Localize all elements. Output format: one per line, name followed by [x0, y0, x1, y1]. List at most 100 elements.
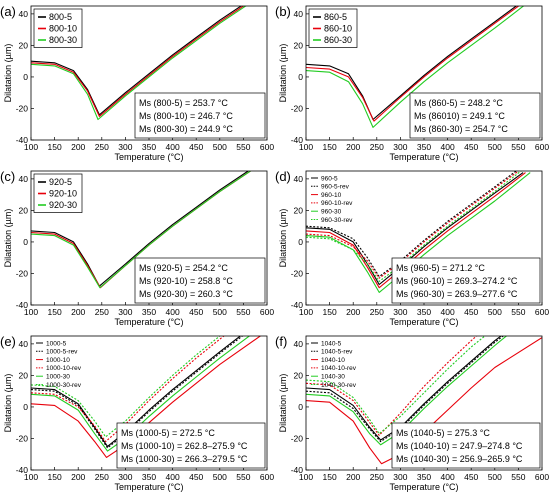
- legend-entry: 1000-5: [46, 340, 67, 347]
- y-tick-label: 0: [23, 402, 28, 412]
- series-line: [306, 336, 478, 436]
- y-tick-label: 20: [294, 205, 304, 215]
- series-line: [306, 171, 522, 282]
- x-tick-label: 500: [213, 472, 227, 482]
- legend-entry: 960-5: [321, 175, 338, 182]
- x-tick-label: 300: [118, 307, 132, 317]
- x-tick-label: 550: [236, 142, 250, 152]
- ms-annotation: Ms (800-30) = 244.9 °C: [139, 124, 233, 134]
- y-axis-label: Dilatation (µm): [3, 209, 13, 268]
- x-tick-label: 250: [95, 472, 109, 482]
- x-tick-label: 400: [441, 142, 455, 152]
- panel-label: (d): [275, 169, 291, 184]
- y-axis-label: Dilatation (µm): [278, 209, 288, 268]
- x-axis-label: Temperature (°C): [114, 317, 183, 327]
- x-tick-label: 200: [71, 142, 85, 152]
- ms-annotation-box: [134, 92, 266, 139]
- panel-6: (f)100 150 200 250 300 350 400 450 500 550 600-40-…: [275, 334, 549, 492]
- ms-annotation: Ms (1000-30) = 266.3–279.5 °C: [121, 454, 248, 464]
- series-line: [306, 6, 518, 121]
- x-tick-label: 600: [260, 472, 274, 482]
- y-tick-label: -40: [291, 465, 304, 475]
- legend-entry: 1040-5-rev: [321, 349, 353, 356]
- panel-2: (b)100 150 200 250 300 350 400 450 500 550 600-40-…: [275, 4, 549, 162]
- ms-annotation: Ms (960-5) = 271.2 °C: [396, 263, 485, 273]
- legend-entry: 920-10: [49, 189, 77, 199]
- x-tick-label: 150: [48, 307, 62, 317]
- series-line: [31, 171, 249, 287]
- y-tick-label: -20: [16, 103, 29, 113]
- x-tick-label: 450: [189, 307, 203, 317]
- series-line: [306, 6, 525, 128]
- x-tick-label: 200: [71, 472, 85, 482]
- x-tick-label: 350: [142, 307, 156, 317]
- x-tick-label: 600: [535, 472, 549, 482]
- y-tick-label: -20: [16, 433, 29, 443]
- series-line: [31, 171, 251, 289]
- legend-entry: 960-10-rev: [321, 200, 353, 207]
- panel-label: (e): [0, 334, 16, 349]
- ms-annotation: Ms (920-30) = 260.3 °C: [139, 289, 233, 299]
- legend-entry: 1040-5: [321, 340, 342, 347]
- panel-label: (c): [0, 169, 15, 184]
- x-tick-label: 200: [346, 472, 360, 482]
- y-tick-label: -20: [291, 103, 304, 113]
- x-tick-label: 250: [95, 307, 109, 317]
- x-tick-label: 500: [213, 142, 227, 152]
- x-tick-label: 150: [323, 307, 337, 317]
- y-tick-label: 0: [23, 72, 28, 82]
- x-tick-label: 300: [393, 142, 407, 152]
- x-tick-label: 600: [260, 307, 274, 317]
- x-tick-label: 550: [236, 472, 250, 482]
- x-tick-label: 150: [48, 472, 62, 482]
- x-tick-label: 450: [464, 307, 478, 317]
- y-tick-label: 0: [298, 72, 303, 82]
- x-tick-label: 450: [189, 142, 203, 152]
- y-tick-label: 40: [19, 9, 29, 19]
- y-axis-label: Dilatation (µm): [278, 374, 288, 433]
- y-tick-label: 20: [294, 40, 304, 50]
- x-tick-label: 550: [511, 307, 525, 317]
- legend-entry: 860-10: [324, 24, 352, 34]
- y-tick-label: -20: [16, 268, 29, 278]
- y-tick-label: 0: [298, 402, 303, 412]
- x-axis-label: Temperature (°C): [389, 317, 458, 327]
- legend-entry: 1000-30: [46, 374, 70, 381]
- legend-entry: 960-30-rev: [321, 217, 353, 224]
- series-line: [31, 6, 245, 117]
- y-tick-label: -20: [291, 268, 304, 278]
- legend-entry: 860-30: [324, 35, 352, 45]
- panel-label: (a): [0, 4, 16, 19]
- ms-annotation: Ms (960-10) = 269.3–274.2 °C: [396, 276, 518, 286]
- x-tick-label: 300: [118, 142, 132, 152]
- legend-entry: 960-10: [321, 192, 342, 199]
- y-tick-label: 40: [19, 174, 29, 184]
- ms-annotation: Ms (800-10) = 246.7 °C: [139, 111, 233, 121]
- legend-entry: 1040-10: [321, 357, 345, 364]
- y-tick-label: 40: [294, 339, 304, 349]
- x-tick-label: 300: [393, 472, 407, 482]
- legend-entry: 920-30: [49, 200, 77, 210]
- x-tick-label: 400: [166, 142, 180, 152]
- x-tick-label: 350: [142, 472, 156, 482]
- legend-entry: 1000-30-rev: [46, 382, 82, 389]
- ms-annotation-box: [391, 257, 541, 304]
- ms-annotation: Ms (1040-5) = 275.3 °C: [396, 428, 490, 438]
- x-tick-label: 400: [166, 472, 180, 482]
- y-tick-label: 40: [19, 339, 29, 349]
- legend-entry: 1040-30-rev: [321, 382, 357, 389]
- x-tick-label: 250: [95, 142, 109, 152]
- y-axis-label: Dilatation (µm): [3, 44, 13, 103]
- x-tick-label: 250: [370, 142, 384, 152]
- x-tick-label: 300: [393, 307, 407, 317]
- x-tick-label: 600: [535, 142, 549, 152]
- y-tick-label: 40: [294, 9, 304, 19]
- x-tick-label: 250: [370, 307, 384, 317]
- x-axis-label: Temperature (°C): [114, 482, 183, 492]
- series-line: [31, 6, 242, 116]
- y-axis-label: Dilatation (µm): [3, 374, 13, 433]
- x-tick-label: 250: [370, 472, 384, 482]
- y-tick-label: -20: [291, 433, 304, 443]
- legend-entry: 1040-30: [321, 374, 345, 381]
- ms-annotation: Ms (920-5) = 254.2 °C: [139, 263, 228, 273]
